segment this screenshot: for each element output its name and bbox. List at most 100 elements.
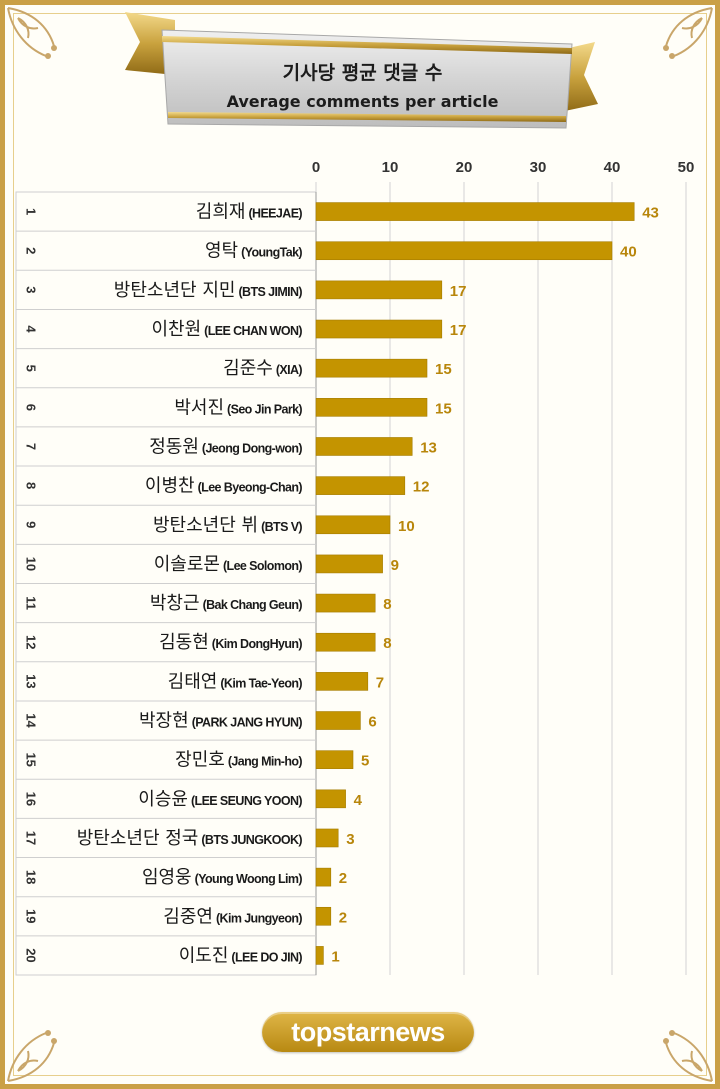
bar [315,280,443,300]
x-tick-label: 40 [604,159,621,176]
name-english: (Bak Chang Geun) [203,598,303,612]
chart-title-korean: 기사당 평균 댓글 수 [282,62,443,84]
name-korean: 김준수 [223,358,273,379]
name-korean: 정동원 [149,436,199,457]
rank-label: 20 [24,948,39,962]
rank-label: 9 [24,521,39,528]
rank-label: 16 [24,792,39,806]
row-name: 방탄소년단 정국 (BTS JUNGKOOK) [77,828,303,849]
data-label: 4 [354,792,363,809]
rank-label: 3 [24,286,39,293]
rank-label: 4 [24,325,39,333]
name-english: (BTS JIMIN) [238,285,302,299]
row-name: 이찬원 (LEE CHAN WON) [151,319,302,340]
bar [315,554,383,574]
x-tick-label: 20 [456,159,473,176]
bar [315,632,376,652]
corner-ornament-bottom-left-icon [7,1030,57,1082]
row-name: 김동현 (Kim DongHyun) [159,632,302,653]
rank-label: 7 [24,443,39,450]
banner-gold-stripe-bottom [168,112,566,122]
row-name: 방탄소년단 지민 (BTS JIMIN) [114,280,303,301]
name-english: (Jeong Dong-won) [202,441,303,455]
name-korean: 임영웅 [142,867,192,888]
name-english: (Lee Byeong-Chan) [198,481,303,495]
name-english: (BTS V) [261,520,302,534]
data-label: 8 [383,596,391,613]
row-name: 김태연 (Kim Tae-Yeon) [168,671,303,692]
name-korean: 박서진 [174,397,224,418]
name-english: (LEE CHAN WON) [204,324,302,338]
name-korean: 김중연 [163,906,213,927]
rank-label: 2 [24,247,39,254]
row-name: 이솔로몬 (Lee Solomon) [154,554,303,575]
row-name: 영탁 (YoungTak) [205,241,302,262]
inner-border [13,13,707,1076]
name-english: (PARK JANG HYUN) [192,716,303,730]
corner-ornament-top-right-icon [663,7,713,59]
bar [315,515,391,535]
name-korean: 이도진 [179,945,229,966]
bar [315,437,413,456]
data-label: 40 [620,244,637,261]
name-korean: 이찬원 [151,319,201,340]
name-english: (Kim Jungyeon) [216,911,302,925]
name-korean: 김동현 [159,632,209,653]
data-label: 17 [450,322,467,339]
data-label: 12 [413,479,430,496]
bar [315,476,406,495]
data-label: 13 [420,439,437,456]
banner-gold-stripe-top [162,36,572,54]
rank-label: 19 [24,909,39,923]
name-korean: 박장현 [139,711,189,732]
name-korean: 박창근 [150,593,200,614]
rank-label: 17 [24,831,39,845]
data-label: 3 [346,831,354,848]
name-english: (LEE SEUNG YOON) [191,794,302,808]
title-banner [125,12,598,129]
row-name: 김중연 (Kim Jungyeon) [163,906,302,927]
data-label: 1 [331,948,339,965]
data-label: 15 [435,400,452,417]
bar [315,828,339,848]
x-tick-label: 0 [312,159,320,176]
data-label: 17 [450,283,467,300]
data-label: 6 [368,714,376,731]
name-english: (Lee Solomon) [223,559,302,573]
bar [315,398,428,417]
row-name: 박창근 (Bak Chang Geun) [150,593,303,614]
ribbon-left-tail [125,12,175,75]
rank-label: 15 [24,752,39,766]
data-label: 9 [391,557,399,574]
rank-label: 18 [24,870,39,884]
name-english: (YoungTak) [241,246,302,260]
topstarnews-logo: topstarnews [262,1012,474,1052]
name-english: (Young Woong Lim) [195,872,303,886]
data-label: 15 [435,361,452,378]
bar [315,241,613,261]
rank-label: 10 [24,557,39,571]
bar [315,750,354,769]
bar [315,711,361,730]
name-english: (Jang Min-ho) [228,755,303,769]
name-korean: 방탄소년단 지민 [114,280,236,301]
data-label: 43 [642,205,659,222]
corner-ornament-top-left-icon [7,7,57,59]
name-english: (Kim Tae-Yeon) [220,676,302,690]
bar [315,867,332,887]
rank-label: 8 [24,482,39,489]
rank-label: 6 [24,404,39,411]
name-korean: 방탄소년단 정국 [77,828,199,849]
row-name: 박장현 (PARK JANG HYUN) [139,711,302,732]
data-label: 2 [339,870,347,887]
rank-label: 12 [24,635,39,649]
bar [315,672,369,691]
rank-label: 11 [24,596,39,610]
data-label: 2 [339,909,347,926]
bar [315,946,324,965]
bar [315,906,332,926]
row-name: 장민호 (Jang Min-ho) [175,750,302,771]
name-korean: 영탁 [205,241,238,262]
rank-label: 1 [24,208,39,215]
row-name: 김준수 (XIA) [223,358,302,379]
